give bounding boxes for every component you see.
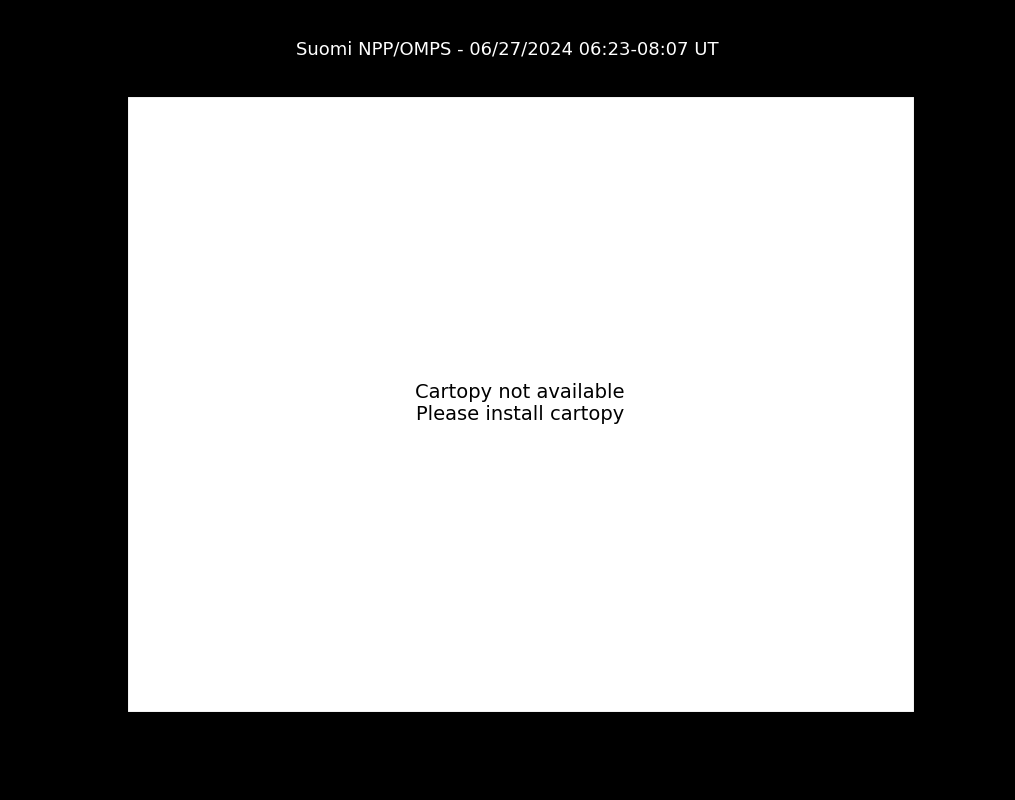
Text: Suomi NPP/OMPS - 06/27/2024 06:23-08:07 UT: Suomi NPP/OMPS - 06/27/2024 06:23-08:07 … bbox=[296, 40, 719, 58]
Text: Cartopy not available
Please install cartopy: Cartopy not available Please install car… bbox=[415, 383, 625, 425]
